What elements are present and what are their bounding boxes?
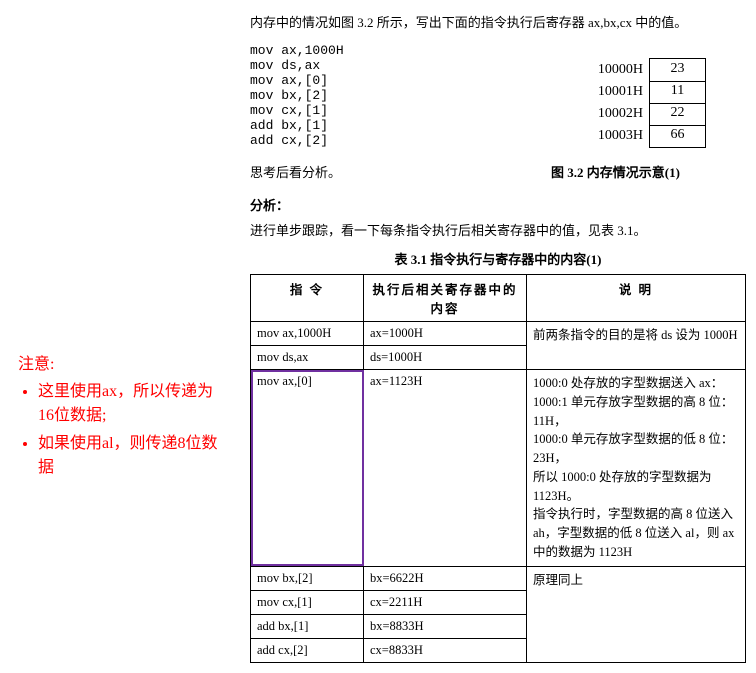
- note-title: 注意:: [18, 350, 220, 374]
- note-item: 如果使用al，则传递8位数据: [38, 432, 220, 480]
- cell-description: 原理同上: [527, 566, 746, 662]
- memory-address: 10002H: [583, 106, 649, 122]
- note-item: 这里使用ax，所以传递为16位数据;: [38, 380, 220, 428]
- memory-row: 10002H22: [583, 103, 706, 125]
- memory-value: 11: [649, 81, 706, 104]
- memory-value: 23: [649, 58, 706, 82]
- memory-address: 10000H: [583, 62, 649, 78]
- memory-address: 10001H: [583, 84, 649, 100]
- cell-instruction: mov bx,[2]: [251, 566, 364, 590]
- table-row: mov ax,1000Hax=1000H前两条指令的目的是将 ds 设为 100…: [251, 322, 746, 346]
- figure-caption: 图 3.2 内存情况示意(1): [341, 162, 680, 181]
- cell-description: 前两条指令的目的是将 ds 设为 1000H: [527, 322, 746, 370]
- cell-register: bx=8833H: [364, 614, 527, 638]
- table-header: 指 令: [251, 275, 364, 322]
- instruction-table: 指 令 执行后相关寄存器中的内容 说 明 mov ax,1000Hax=1000…: [250, 274, 746, 663]
- cell-description: 1000:0 处存放的字型数据送入 ax：1000:1 单元存放字型数据的高 8…: [527, 370, 746, 567]
- cell-instruction: mov cx,[1]: [251, 590, 364, 614]
- cell-register: cx=2211H: [364, 590, 527, 614]
- cell-instruction: mov ax,1000H: [251, 322, 364, 346]
- code-block: mov ax,1000H mov ds,ax mov ax,[0] mov bx…: [250, 43, 344, 148]
- memory-figure: 10000H2310001H1110002H2210003H66: [583, 59, 706, 147]
- cell-register: ax=1123H: [364, 370, 527, 567]
- memory-row: 10000H23: [583, 59, 706, 81]
- memory-value: 22: [649, 103, 706, 126]
- table-header: 执行后相关寄存器中的内容: [364, 275, 527, 322]
- cell-instruction: mov ds,ax: [251, 346, 364, 370]
- table-row: mov bx,[2]bx=6622H原理同上: [251, 566, 746, 590]
- cell-instruction: add bx,[1]: [251, 614, 364, 638]
- cell-instruction: add cx,[2]: [251, 638, 364, 662]
- cell-register: cx=8833H: [364, 638, 527, 662]
- main-content: 内存中的情况如图 3.2 所示，写出下面的指令执行后寄存器 ax,bx,cx 中…: [220, 10, 746, 663]
- cell-instruction: mov ax,[0]: [251, 370, 364, 567]
- intro-text: 内存中的情况如图 3.2 所示，写出下面的指令执行后寄存器 ax,bx,cx 中…: [250, 12, 746, 31]
- memory-address: 10003H: [583, 128, 649, 144]
- think-text: 思考后看分析。: [250, 162, 341, 181]
- memory-value: 66: [649, 125, 706, 148]
- cell-register: bx=6622H: [364, 566, 527, 590]
- memory-row: 10001H11: [583, 81, 706, 103]
- sidebar-notes: 注意: 这里使用ax，所以传递为16位数据; 如果使用al，则传递8位数据: [10, 10, 220, 484]
- memory-row: 10003H66: [583, 125, 706, 147]
- analysis-label: 分析：: [250, 195, 746, 214]
- cell-register: ax=1000H: [364, 322, 527, 346]
- step-text: 进行单步跟踪，看一下每条指令执行后相关寄存器中的值，见表 3.1。: [250, 220, 746, 239]
- table-header: 说 明: [527, 275, 746, 322]
- cell-register: ds=1000H: [364, 346, 527, 370]
- code-and-memory: mov ax,1000H mov ds,ax mov ax,[0] mov bx…: [250, 39, 746, 156]
- note-list: 这里使用ax，所以传递为16位数据; 如果使用al，则传递8位数据: [18, 380, 220, 480]
- table-caption: 表 3.1 指令执行与寄存器中的内容(1): [250, 249, 746, 268]
- table-row: mov ax,[0]ax=1123H1000:0 处存放的字型数据送入 ax：1…: [251, 370, 746, 567]
